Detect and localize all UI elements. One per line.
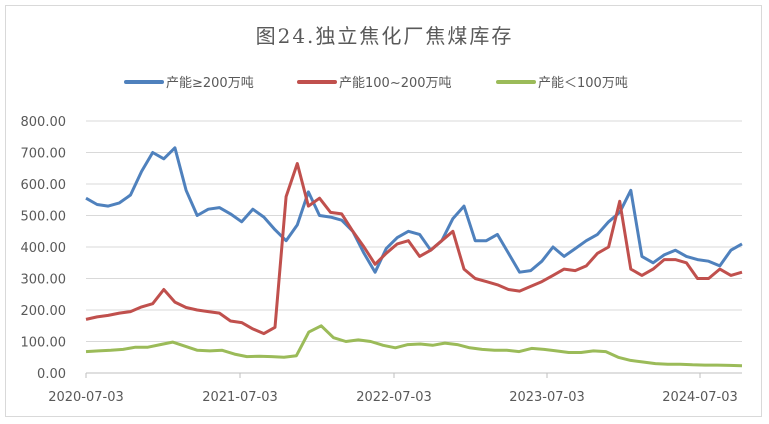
chart-legend: 产能≥200万吨 产能100~200万吨 产能＜100万吨 <box>0 72 769 92</box>
y-tick-label: 100.00 <box>21 336 67 351</box>
legend-swatch-red <box>297 79 337 84</box>
y-tick-label: 200.00 <box>21 304 67 319</box>
legend-item-large: 产能≥200万吨 <box>124 72 254 91</box>
legend-item-small: 产能＜100万吨 <box>496 72 628 91</box>
x-tick-label: 2024-07-03 <box>662 390 738 405</box>
legend-label: 产能≥200万吨 <box>166 76 254 91</box>
x-tick-label: 2021-07-03 <box>202 390 278 405</box>
x-tick-label: 2020-07-03 <box>48 390 124 405</box>
series-line-1 <box>85 162 743 336</box>
x-tick-label: 2022-07-03 <box>356 390 432 405</box>
legend-swatch-green <box>496 79 536 84</box>
x-axis: 2020-07-03 2021-07-03 2022-07-03 2023-07-03… <box>48 372 742 405</box>
series-lines <box>85 146 743 368</box>
y-tick-label: 400.00 <box>21 241 67 256</box>
y-axis: 0.00 100.00 200.00 300.00 400.00 500.00 600.00… <box>21 115 67 382</box>
series-line-2 <box>85 324 743 368</box>
x-tick-label: 2023-07-03 <box>509 390 585 405</box>
legend-label: 产能＜100万吨 <box>538 76 628 91</box>
legend-swatch-blue <box>124 79 164 84</box>
chart-title: 图24.独立焦化厂焦煤库存 <box>255 24 514 48</box>
y-tick-label: 0.00 <box>37 367 66 382</box>
y-tick-label: 800.00 <box>21 115 67 130</box>
legend-item-medium: 产能100~200万吨 <box>297 72 452 91</box>
y-tick-label: 700.00 <box>21 147 67 162</box>
y-tick-label: 600.00 <box>21 178 67 193</box>
legend-label: 产能100~200万吨 <box>339 76 452 91</box>
gridlines <box>86 120 742 342</box>
y-tick-label: 500.00 <box>21 210 67 225</box>
series-line-0 <box>85 146 743 274</box>
y-tick-label: 300.00 <box>21 273 67 288</box>
